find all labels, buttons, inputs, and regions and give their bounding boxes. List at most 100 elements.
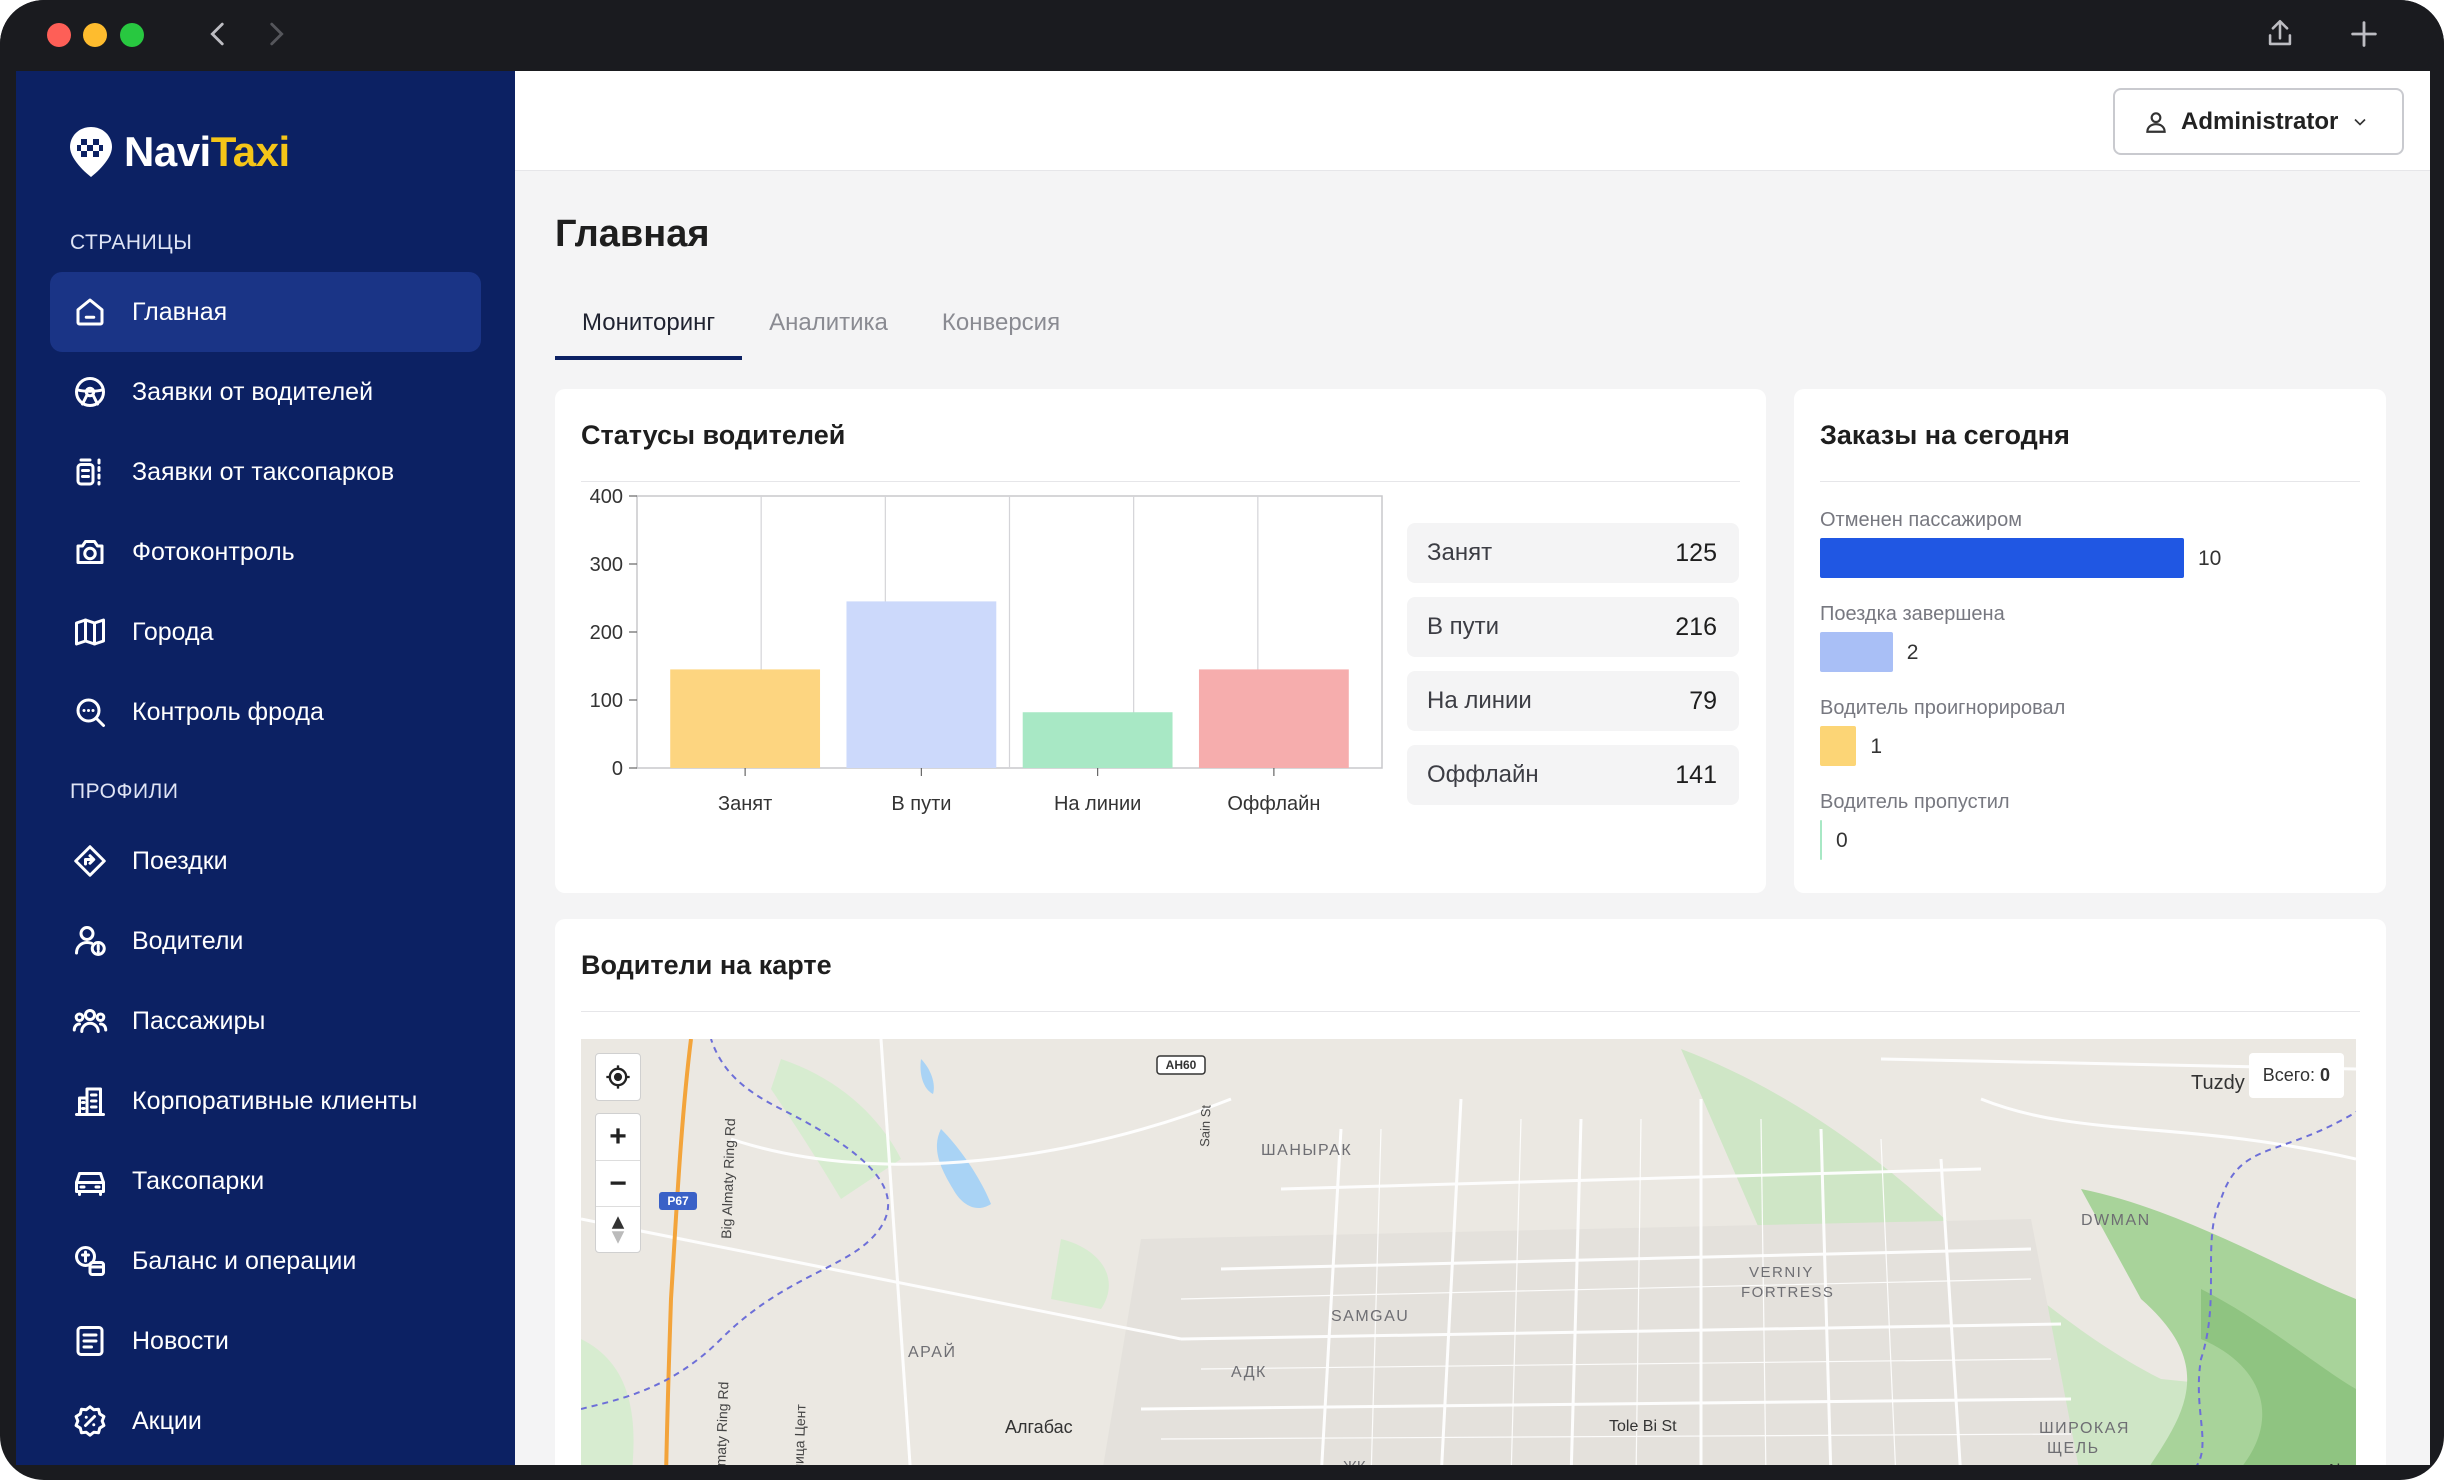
sidebar-item-label: Новости (132, 1326, 229, 1355)
user-menu-button[interactable]: Administrator (2113, 88, 2404, 155)
map-label-dwman: DWMAN (2081, 1212, 2151, 1229)
chevron-left-icon[interactable] (198, 14, 238, 54)
user-menu-label: Administrator (2181, 107, 2339, 135)
zoom-out-button[interactable]: − (596, 1160, 640, 1206)
tab-monitoring[interactable]: Мониторинг (555, 293, 743, 360)
sidebar-item-taxi-fleets[interactable]: Таксопарки (50, 1141, 481, 1221)
sidebar-item-fraud-control[interactable]: Контроль фрода (50, 672, 481, 752)
chart-x-tick-label: На линии (1054, 793, 1141, 815)
camera-icon (70, 532, 110, 572)
chart-bar (1198, 669, 1349, 768)
locate-icon (596, 1054, 640, 1100)
map-icon (70, 612, 110, 652)
building-icon (70, 1081, 110, 1121)
chevron-down-icon (2354, 118, 2366, 126)
chart-x-tick-label: В пути (891, 793, 951, 815)
app-screen: NaviTaxi СТРАНИЦЫ Главная Заявки от води… (16, 71, 2430, 1465)
logo-text-taxi: Taxi (210, 128, 290, 175)
map-total-value: 0 (2319, 1065, 2330, 1085)
tab-analytics[interactable]: Аналитика (769, 309, 888, 336)
sidebar-item-label: Водители (132, 926, 244, 955)
logo[interactable]: NaviTaxi (68, 125, 290, 179)
fleet-requests-icon (70, 452, 110, 492)
map-label-samgau: SAMGAU (1331, 1308, 1409, 1325)
home-icon (70, 292, 110, 332)
orders-today-card: Заказы на сегодня Отменен пассажиром 10 … (1794, 389, 2386, 893)
sidebar-item-label: Таксопарки (132, 1166, 265, 1195)
top-header: Administrator (515, 71, 2430, 171)
compass-icon (611, 1215, 625, 1244)
sidebar-item-cities[interactable]: Города (50, 592, 481, 672)
sidebar-item-fleet-requests[interactable]: Заявки от таксопарков (50, 432, 481, 512)
compass-button[interactable] (596, 1206, 640, 1252)
card-title: Водители на карте (581, 950, 832, 980)
map-label-ak: Ak (2326, 1462, 2346, 1465)
stat-value: 125 (1675, 538, 1717, 567)
order-bar-missed (1820, 820, 1822, 860)
chart-bar (846, 601, 997, 768)
sidebar-item-photo-control[interactable]: Фотоконтроль (50, 512, 481, 592)
close-window-button[interactable] (47, 23, 71, 47)
sidebar-item-label: Города (132, 617, 214, 646)
balance-icon (70, 1241, 110, 1281)
stat-en-route: В пути 216 (1407, 597, 1739, 657)
sidebar-item-driver-requests[interactable]: Заявки от водителей (50, 352, 481, 432)
card-title: Заказы на сегодня (1820, 420, 2070, 450)
section-title-pages: СТРАНИЦЫ (70, 231, 193, 254)
fraud-search-icon (70, 692, 110, 732)
chart-y-tick-label: 100 (590, 690, 623, 712)
sidebar-item-home[interactable]: Главная (50, 272, 481, 352)
locate-button[interactable] (595, 1053, 641, 1101)
driver-status-card: Статусы водителей 0 100 200 300 400 Занят В пу… (555, 389, 1766, 893)
map-label-shirokaya: ШИРОКАЯ (2039, 1420, 2130, 1437)
zoom-in-button[interactable]: + (609, 1120, 627, 1153)
sidebar: NaviTaxi СТРАНИЦЫ Главная Заявки от води… (16, 71, 515, 1465)
stat-label: Оффлайн (1427, 761, 1539, 788)
map-label-shchel: ЩЕЛЬ (2047, 1440, 2100, 1457)
map-label-adk: АДК (1231, 1364, 1267, 1381)
share-icon[interactable] (2260, 14, 2300, 54)
drivers-map[interactable]: AH60 P67 ШАНЫРАК SAMGAU VERNIY FORTRESS … (581, 1039, 2356, 1465)
map-label-ah60: AH60 (1166, 1058, 1197, 1072)
stat-online: На линии 79 (1407, 671, 1739, 731)
map-label-tole-bi: Tole Bi St (1609, 1418, 1677, 1435)
tab-conversion[interactable]: Конверсия (941, 309, 1061, 336)
page-title: Главная (555, 213, 710, 255)
sidebar-item-label: Заявки от таксопарков (132, 457, 395, 486)
chart-bar (670, 669, 821, 768)
order-value-completed: 2 (1906, 641, 1919, 664)
map-label-p67: P67 (667, 1194, 689, 1208)
map-label-algabas: Алгабас (1005, 1417, 1073, 1437)
sidebar-item-label: Корпоративные клиенты (132, 1086, 418, 1115)
map-label-sain: Sain St (1197, 1104, 1213, 1147)
plus-icon[interactable] (2344, 14, 2384, 54)
minimize-window-button[interactable] (83, 23, 107, 47)
chart-y-tick-label: 400 (590, 486, 623, 508)
stat-value: 79 (1689, 686, 1717, 715)
sidebar-item-corporate-clients[interactable]: Корпоративные клиенты (50, 1061, 481, 1141)
sidebar-item-passengers[interactable]: Пассажиры (50, 981, 481, 1061)
sidebar-item-balance[interactable]: Баланс и операции (50, 1221, 481, 1301)
chevron-right-icon[interactable] (256, 14, 296, 54)
map-label-big-ring: Big Almaty Ring Rd (718, 1118, 738, 1239)
sidebar-item-drivers[interactable]: Водители (50, 901, 481, 981)
map-label-zhk: ЖК (1343, 1458, 1366, 1465)
logo-pin-icon (70, 127, 112, 177)
order-label-completed: Поездка завершена (1820, 603, 2005, 625)
sidebar-item-news[interactable]: Новости (50, 1301, 481, 1381)
chart-bar (1022, 712, 1173, 768)
sidebar-item-trips[interactable]: Поездки (50, 821, 481, 901)
maximize-window-button[interactable] (120, 23, 144, 47)
divider (581, 1011, 2360, 1012)
zoom-controls: + − (595, 1113, 641, 1253)
order-value-cancelled: 10 (2198, 547, 2222, 570)
sidebar-item-promotions[interactable]: Акции (50, 1381, 481, 1461)
map-label-fortress: FORTRESS (1741, 1284, 1834, 1301)
driver-status-chart: 0 100 200 300 400 Занят В пути На линии Оффлайн (590, 486, 1383, 815)
stat-busy: Занят 125 (1407, 523, 1739, 583)
order-bar-ignored (1820, 726, 1857, 766)
stat-label: На линии (1427, 687, 1532, 714)
driver-icon (70, 921, 110, 961)
sidebar-item-label: Пассажиры (132, 1006, 266, 1035)
sidebar-item-label: Заявки от водителей (132, 377, 374, 406)
